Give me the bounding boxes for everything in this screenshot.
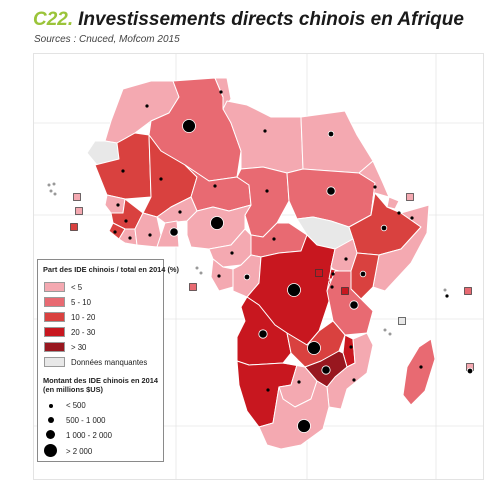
island-cape-verde — [49, 189, 53, 193]
fdi-marker-mali — [159, 177, 163, 181]
box-seychelles — [464, 287, 472, 295]
box-guinea — [70, 223, 78, 231]
fdi-marker-liberia — [128, 236, 132, 240]
legend-dot-lt500 — [49, 404, 53, 408]
legend-swatch-20-30 — [44, 327, 65, 337]
legend-dot-gt2000 — [44, 444, 57, 457]
fdi-marker-zimbabwe — [321, 365, 331, 375]
fdi-marker-niger — [213, 184, 217, 188]
country-egypt — [300, 110, 374, 174]
fdi-marker-botswana — [297, 380, 301, 384]
island-sao-tome-and-principe — [195, 266, 199, 270]
fdi-marker-guinea — [124, 219, 128, 223]
fdi-marker-somalia — [410, 216, 414, 220]
legend-label-lt5: < 5 — [71, 283, 83, 292]
legend-label-missing: Données manquantes — [71, 358, 148, 367]
fdi-marker-chad — [265, 189, 269, 193]
box-cape-verde — [73, 193, 81, 201]
fdi-marker-congo — [243, 273, 251, 281]
legend-label-10-20: 10 - 20 — [71, 313, 96, 322]
fdi-marker-algeria — [182, 119, 196, 133]
legend-share-title: Part des IDE chinois / total en 2014 (%) — [43, 265, 179, 274]
fdi-marker-sudan — [326, 186, 336, 196]
fdi-marker-malawi — [349, 345, 353, 349]
legend-label-gt2000: > 2 000 — [66, 447, 93, 456]
island-cape-verde — [47, 183, 51, 187]
fdi-marker-central-african-republic — [272, 237, 276, 241]
box-djibouti — [406, 193, 414, 201]
legend-swatch-10-20 — [44, 312, 65, 322]
fdi-marker-madagascar — [419, 365, 423, 369]
box-comoros — [398, 317, 406, 325]
fdi-marker-angola — [258, 329, 268, 339]
fdi-marker-sierra-leone — [113, 230, 117, 234]
fdi-marker-burkina-faso — [178, 210, 182, 214]
figure-title: Investissements directs chinois en Afriq… — [78, 9, 464, 30]
fdi-marker-gabon — [217, 274, 221, 278]
legend-label-5-10: 5 - 10 — [71, 298, 91, 307]
fdi-marker-tunisia — [219, 90, 223, 94]
fdi-marker-uganda — [344, 257, 348, 261]
legend-swatch-5-10 — [44, 297, 65, 307]
island-seychelles — [443, 288, 447, 292]
fdi-marker-morocco — [145, 104, 149, 108]
fdi-marker-egypt — [327, 130, 335, 138]
island-comoros — [383, 328, 387, 332]
legend-label-gt30: > 30 — [71, 343, 87, 352]
island-cape-verde — [53, 192, 57, 196]
country-mozambique — [326, 332, 374, 410]
island-cape-verde — [52, 182, 56, 186]
fdi-marker-burundi — [330, 285, 334, 289]
legend-label-500-1000: 500 - 1 000 — [66, 416, 106, 425]
fdi-marker-rwanda — [331, 272, 335, 276]
fdi-marker-mozambique — [352, 378, 356, 382]
fdi-marker-libya — [263, 129, 267, 133]
fdi-marker-tanzania — [349, 300, 359, 310]
legend-label-20-30: 20 - 30 — [71, 328, 96, 337]
fdi-marker-eritrea — [373, 185, 377, 189]
map-legend: Part des IDE chinois / total en 2014 (%)… — [37, 259, 179, 462]
fdi-marker-senegal — [116, 203, 120, 207]
fdi-marker-kenya — [359, 270, 367, 278]
fdi-marker-ethiopia — [380, 224, 388, 232]
africa-map — [34, 54, 483, 479]
fdi-marker-dr-congo — [287, 283, 301, 297]
fdi-marker-djibouti — [397, 211, 401, 215]
fdi-marker-nigeria — [210, 216, 224, 230]
fdi-marker-zambia — [307, 341, 321, 355]
country-south-africa — [258, 380, 330, 450]
box-sao-tome-and-principe — [189, 283, 197, 291]
fdi-marker-ghana — [169, 227, 179, 237]
box-burundi — [341, 287, 349, 295]
country-madagascar — [402, 338, 436, 406]
legend-amount-title: Montant des IDE chinois en 2014 — [43, 376, 158, 385]
box-rwanda — [315, 269, 323, 277]
country-djibouti — [386, 196, 400, 210]
legend-swatch-gt30 — [44, 342, 65, 352]
fdi-marker-namibia — [266, 388, 270, 392]
legend-dot-1000-2000 — [46, 430, 55, 439]
fdi-marker-cameroon — [230, 251, 234, 255]
legend-label-1000-2000: 1 000 - 2 000 — [66, 431, 112, 440]
legend-label-lt500: < 500 — [66, 401, 86, 410]
box-senegal — [75, 207, 83, 215]
legend-swatch-lt5 — [44, 282, 65, 292]
island-comoros — [388, 332, 392, 336]
fdi-marker-seychelles — [445, 294, 449, 298]
fdi-marker-cote-d-ivoire — [148, 233, 152, 237]
legend-swatch-missing — [44, 357, 65, 367]
island-sao-tome-and-principe — [199, 271, 203, 275]
country-somalia — [372, 204, 430, 292]
fdi-marker-mauritius — [466, 367, 474, 375]
legend-dot-500-1000 — [48, 417, 54, 423]
sources-note: Sources : Cnuced, Mofcom 2015 — [34, 34, 180, 45]
fdi-marker-mauritania — [121, 169, 125, 173]
figure-code: C22. — [33, 9, 74, 30]
page-title: C22. Investissements directs chinois en A… — [33, 9, 464, 31]
legend-amount-unit: (en millions $US) — [43, 385, 103, 394]
fdi-marker-south-africa — [297, 419, 311, 433]
